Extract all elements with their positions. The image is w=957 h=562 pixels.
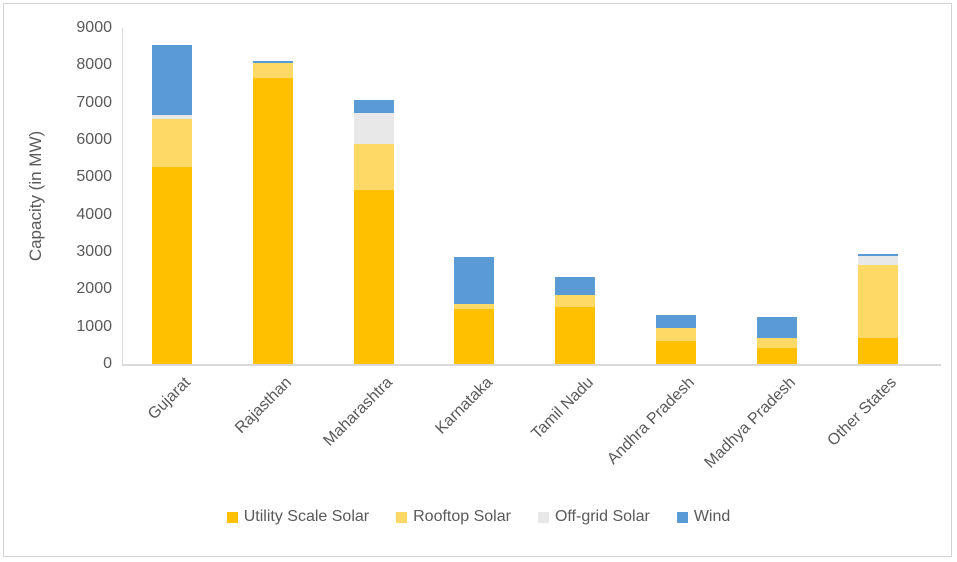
legend-swatch-icon bbox=[396, 511, 408, 523]
legend-label: Rooftop Solar bbox=[413, 508, 511, 525]
y-tick-label: 5000 bbox=[76, 168, 112, 186]
bar-segment-utility-scale-solar bbox=[252, 78, 293, 364]
legend-item-wind: Wind bbox=[676, 508, 731, 526]
x-axis-line bbox=[122, 364, 941, 366]
bar-segment-wind bbox=[756, 316, 797, 339]
bar-segment-utility-scale-solar bbox=[756, 347, 797, 364]
legend-item-rooftop-solar: Rooftop Solar bbox=[396, 508, 511, 526]
bar-rajasthan bbox=[252, 61, 293, 364]
x-category-label: Andhra Pradesh bbox=[604, 374, 699, 468]
legend-swatch-icon bbox=[226, 511, 238, 523]
x-category-label: Karnataka bbox=[432, 374, 497, 438]
y-tick-label: 7000 bbox=[76, 93, 112, 111]
y-tick-label: 2000 bbox=[76, 280, 112, 298]
legend-swatch-icon bbox=[537, 511, 549, 523]
bar-segment-wind bbox=[353, 100, 394, 114]
bar-segment-rooftop-solar bbox=[252, 63, 293, 79]
bar-segment-wind bbox=[152, 44, 192, 116]
x-category-label: Rajasthan bbox=[231, 374, 295, 437]
legend-item-utility-scale-solar: Utility Scale Solar bbox=[226, 508, 370, 526]
y-tick-label: 8000 bbox=[76, 56, 112, 74]
x-category-label: Gujarat bbox=[144, 374, 195, 424]
bar-madhya-pradesh bbox=[756, 316, 797, 364]
bar-gujarat bbox=[152, 44, 192, 364]
bar-andhra-pradesh bbox=[656, 314, 696, 364]
bar-segment-off-grid-solar bbox=[152, 115, 192, 120]
bar-segment-utility-scale-solar bbox=[656, 340, 696, 364]
x-category-label: Other States bbox=[824, 374, 900, 450]
y-tick-label: 6000 bbox=[76, 131, 112, 148]
bar-segment-wind bbox=[656, 314, 696, 328]
y-tick-label: 1000 bbox=[76, 317, 112, 335]
bar-segment-rooftop-solar bbox=[152, 119, 192, 167]
y-tick-label: 0 bbox=[103, 355, 112, 372]
legend-swatch-icon bbox=[676, 511, 688, 523]
bar-segment-rooftop-solar bbox=[857, 264, 898, 339]
legend-label: Off-grid Solar bbox=[554, 508, 650, 525]
legend-label: Wind bbox=[693, 508, 731, 525]
x-category-label: Madhya Pradesh bbox=[701, 374, 799, 472]
x-category-label: Tamil Nadu bbox=[528, 374, 598, 443]
bar-maharashtra bbox=[353, 100, 394, 364]
y-axis-title: Capacity (in MW) bbox=[26, 130, 45, 262]
bar-segment-rooftop-solar bbox=[353, 144, 394, 191]
bar-segment-rooftop-solar bbox=[555, 294, 596, 308]
bar-segment-utility-scale-solar bbox=[454, 308, 495, 364]
bar-segment-rooftop-solar bbox=[756, 338, 797, 348]
y-axis-line bbox=[122, 28, 123, 365]
y-tick-label: 4000 bbox=[76, 205, 112, 223]
bar-segment-off-grid-solar bbox=[857, 255, 898, 265]
bar-segment-utility-scale-solar bbox=[152, 166, 192, 364]
x-category-label: Maharashtra bbox=[320, 374, 396, 450]
legend-item-off-grid-solar: Off-grid Solar bbox=[537, 508, 650, 526]
bar-segment-wind bbox=[454, 256, 495, 304]
bar-segment-off-grid-solar bbox=[353, 113, 394, 145]
bar-segment-wind bbox=[252, 61, 293, 64]
bar-segment-rooftop-solar bbox=[454, 303, 495, 309]
chart-legend: Utility Scale Solar Rooftop Solar Off-grid… bbox=[0, 508, 957, 526]
bar-segment-rooftop-solar bbox=[656, 327, 696, 341]
bar-karnataka bbox=[454, 256, 495, 364]
bar-segment-wind bbox=[555, 277, 596, 295]
legend-label: Utility Scale Solar bbox=[243, 508, 370, 525]
bar-tamil-nadu bbox=[555, 277, 596, 364]
bar-segment-utility-scale-solar bbox=[353, 190, 394, 364]
bar-segment-wind bbox=[857, 253, 898, 256]
y-tick-label: 9000 bbox=[76, 19, 112, 36]
bar-segment-utility-scale-solar bbox=[555, 307, 596, 364]
bar-other-states bbox=[857, 253, 898, 364]
y-tick-label: 3000 bbox=[76, 243, 112, 260]
bar-segment-utility-scale-solar bbox=[857, 338, 898, 364]
